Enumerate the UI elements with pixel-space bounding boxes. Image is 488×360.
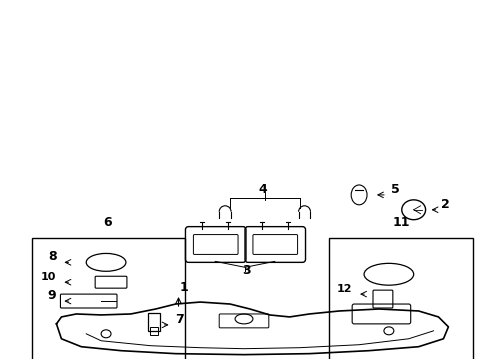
- Bar: [328, 238, 472, 360]
- Text: 3: 3: [242, 264, 251, 277]
- Text: 8: 8: [48, 250, 56, 264]
- Text: 10: 10: [41, 272, 56, 282]
- Text: 7: 7: [175, 313, 184, 326]
- Text: 9: 9: [48, 289, 56, 302]
- Text: 2: 2: [441, 198, 449, 211]
- Text: 1: 1: [179, 281, 187, 294]
- Bar: [32, 238, 185, 360]
- Bar: [149, 327, 157, 335]
- Text: 4: 4: [258, 183, 266, 196]
- Text: 11: 11: [392, 216, 410, 229]
- Text: 12: 12: [336, 284, 351, 294]
- Text: 5: 5: [390, 183, 399, 196]
- Text: 6: 6: [103, 216, 112, 229]
- Bar: [147, 313, 160, 331]
